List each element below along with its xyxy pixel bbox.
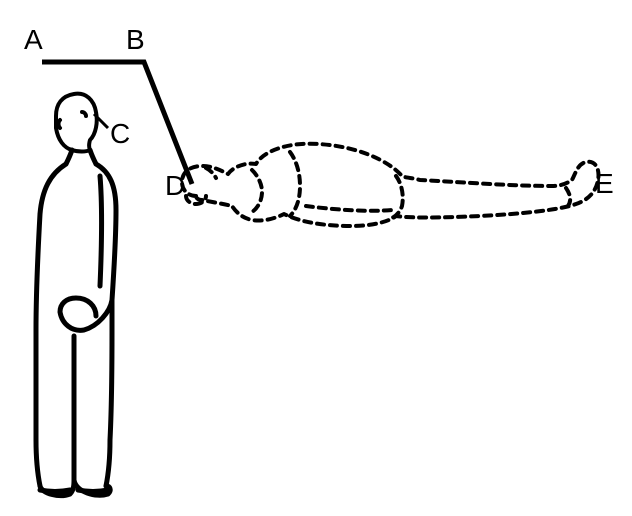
standing-figure bbox=[36, 94, 116, 496]
diagram-svg bbox=[0, 0, 632, 516]
diagram-canvas: A B C D E bbox=[0, 0, 632, 516]
lying-figure bbox=[182, 144, 599, 226]
